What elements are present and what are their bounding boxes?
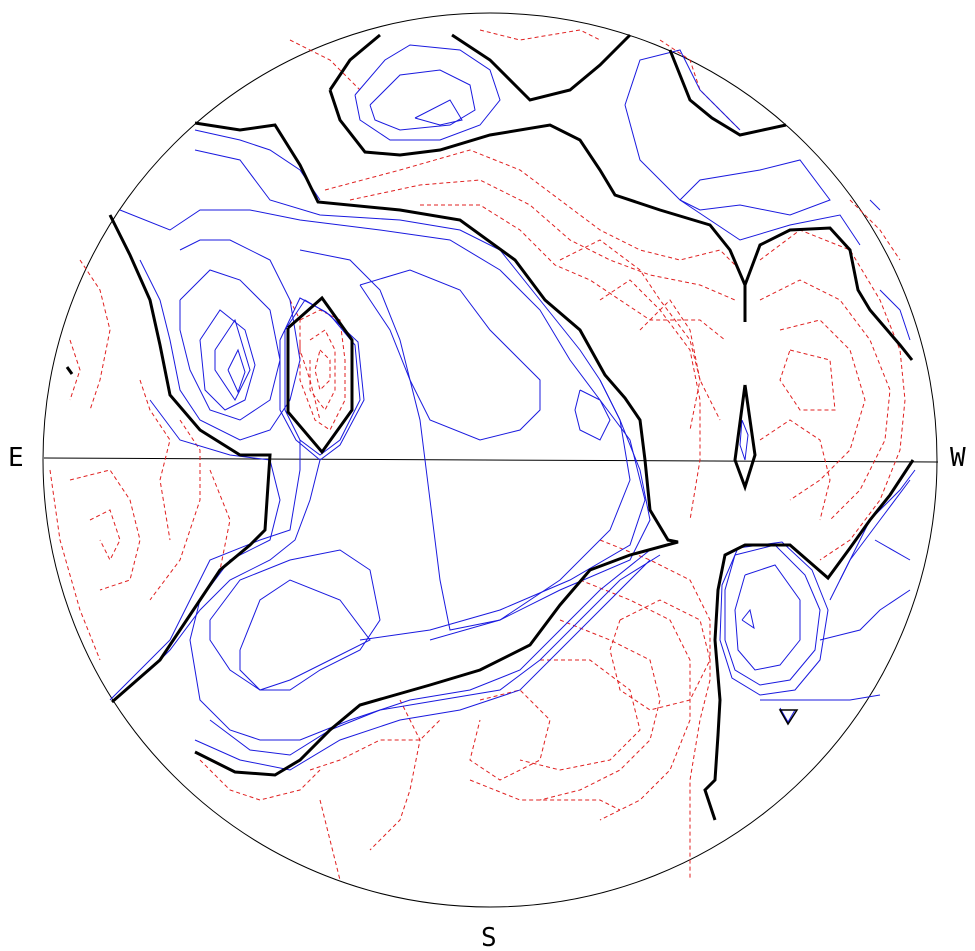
neg-contour: [139, 379, 171, 541]
pos-contour: [194, 149, 651, 641]
positive-contours: [109, 44, 916, 771]
pos-contour: [209, 554, 661, 756]
neg-contour: [89, 509, 121, 562]
neg-contour: [309, 329, 336, 411]
pos-contour: [624, 104, 861, 246]
pos-contour: [829, 479, 911, 601]
pos-contour: [369, 69, 476, 131]
pos-contour: [299, 249, 631, 631]
neg-contour: [199, 759, 321, 801]
neg-contour: [559, 239, 721, 421]
zero-contour: [108, 214, 272, 704]
zero-contour: [194, 121, 679, 777]
pos-contour: [214, 318, 251, 401]
pos-contour: [354, 44, 501, 141]
zero-contour: [743, 226, 914, 361]
neg-contour: [849, 199, 901, 261]
neg-contour: [599, 539, 711, 880]
pos-contour: [679, 159, 831, 216]
zero-contour: [703, 459, 915, 821]
pos-contour: [284, 299, 361, 456]
neg-contour: [519, 659, 641, 771]
pos-contour: [624, 49, 741, 131]
pos-contour: [739, 419, 749, 461]
pos-contour: [149, 399, 651, 741]
neg-contour: [69, 339, 81, 401]
pos-contour: [109, 440, 301, 701]
neg-contour: [324, 149, 741, 271]
zero-contour: [668, 49, 787, 137]
neg-contour: [599, 279, 701, 521]
label-east: E: [8, 443, 24, 473]
neg-contour: [539, 619, 661, 801]
label-west: W: [950, 443, 966, 473]
zero-contour: [286, 295, 354, 455]
net-circle: [42, 12, 938, 908]
neg-contour: [314, 349, 331, 391]
negative-contours: [49, 29, 906, 881]
neg-contour: [609, 599, 711, 711]
zero-contour: [451, 33, 632, 102]
neg-contour: [79, 259, 111, 411]
triangle-marker: [778, 709, 799, 726]
pos-contour: [574, 389, 611, 441]
neg-contour: [349, 179, 736, 301]
label-south: S: [481, 923, 497, 951]
pos-contour: [869, 199, 881, 211]
zero-contour: [328, 89, 747, 322]
neg-contour: [779, 319, 866, 501]
pos-contour: [119, 209, 646, 641]
pos-contour: [414, 99, 463, 126]
neg-contour: [469, 689, 551, 781]
zero-contour: [328, 33, 381, 91]
pos-contour: [239, 579, 371, 691]
neg-contour: [149, 419, 201, 601]
pos-contour: [199, 309, 256, 411]
pos-contour: [227, 348, 246, 394]
zero-contours: [65, 33, 915, 821]
neg-contour: [69, 469, 141, 591]
pos-contour: [179, 269, 281, 421]
equator-line: [43, 457, 939, 463]
neg-contour: [369, 699, 421, 851]
pos-contour: [760, 694, 881, 701]
neg-contour: [479, 29, 601, 41]
pos-contour: [741, 608, 755, 630]
neg-contour: [639, 299, 701, 431]
pos-contour: [879, 289, 911, 341]
neg-contour: [319, 799, 341, 881]
pos-contour: [874, 539, 911, 561]
zero-contour: [65, 366, 74, 375]
pos-contour: [194, 559, 651, 771]
neg-contour: [779, 349, 836, 411]
neg-contour: [289, 299, 321, 421]
neg-contour: [759, 279, 891, 521]
neg-contour: [289, 39, 361, 91]
pos-contour: [209, 549, 381, 691]
pos-contour: [359, 269, 541, 441]
neg-contour: [469, 779, 621, 811]
pos-contour: [819, 589, 911, 641]
neg-contour: [49, 469, 101, 661]
pos-contour: [139, 239, 301, 441]
pos-contour: [734, 564, 801, 671]
pos-contour: [779, 707, 796, 723]
neg-contour: [309, 719, 441, 771]
pos-contour: [719, 541, 829, 696]
pos-contour: [724, 544, 821, 686]
neg-contour: [759, 419, 831, 521]
zero-contour: [733, 384, 757, 492]
pos-contour: [839, 469, 916, 581]
neg-contour: [759, 229, 906, 561]
